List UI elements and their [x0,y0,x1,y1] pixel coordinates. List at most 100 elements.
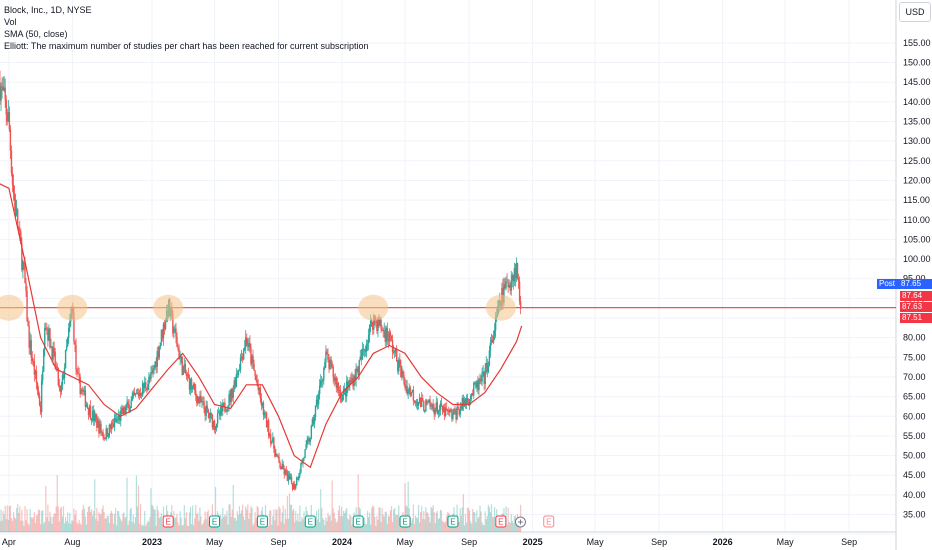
volume-bar [190,523,193,532]
legend-volume[interactable]: Vol [4,17,17,27]
volume-bar [507,507,509,532]
volume-bar [441,520,444,532]
volume-bar [221,518,223,532]
volume-bar [60,506,63,532]
volume-bar [130,507,132,532]
volume-bar [420,511,422,532]
highlight-marker [358,294,389,321]
volume-bar [467,508,470,532]
candle-body [391,339,394,353]
volume-bar [471,523,473,532]
candle-body [236,374,239,376]
volume-bar [224,514,226,532]
volume-bar [129,509,131,532]
y-tick-label: 75.00 [903,352,926,362]
candle-body [192,383,195,386]
candle-body [469,396,472,400]
candle-body [220,406,222,416]
y-tick-label: 145.00 [903,77,931,87]
currency-button[interactable]: USD [899,2,931,22]
candle-body [10,150,13,174]
candle-body [107,436,109,438]
volume-bar [23,525,25,532]
candle-body [96,418,98,428]
candle-body [482,371,484,373]
volume-bar [231,509,233,532]
volume-bar [137,485,140,532]
candle-body [34,370,37,375]
candle-body [130,400,132,408]
earnings-label: E [308,518,313,527]
volume-bar [276,509,278,532]
candle-body [276,453,278,456]
candle-body [243,347,246,350]
candle-body [234,380,237,387]
volume-bar [493,507,496,532]
candle-body [138,392,141,396]
candle-body [56,366,58,368]
volume-bar [127,524,129,532]
volume-bar [369,512,371,532]
candle-body [174,328,176,333]
volume-bar [410,522,412,532]
volume-bar [31,518,33,532]
volume-bar [73,508,75,532]
candle-body [300,463,302,473]
volume-bar [99,513,101,532]
volume-bar [50,516,52,532]
volume-bar [76,522,78,532]
candle-body [133,392,136,396]
candle-body [75,344,77,370]
legend-sma[interactable]: SMA (50, close) [4,29,68,39]
candle-body [428,399,430,403]
candle-body [464,399,467,405]
volume-bar [239,513,242,532]
candle-body [242,349,245,360]
volume-bar [287,518,290,532]
candle-body [238,369,241,371]
volume-bar [79,522,81,532]
candle-body [151,371,153,373]
legend-symbol[interactable]: Block, Inc., 1D, NYSE [4,5,92,15]
volume-bar [96,508,98,532]
volume-bar [33,512,35,532]
volume-bar [203,520,205,532]
candle-body [232,388,234,398]
candle-body [369,320,372,325]
volume-bar [341,516,344,532]
volume-bar [74,514,76,532]
candle-body [459,406,461,415]
volume-bar [183,505,185,532]
volume-bar [339,516,342,532]
candle-body [504,284,506,289]
candle-body [114,418,117,422]
candle-body [440,403,443,406]
volume-bar [233,518,235,532]
volume-bar [187,525,190,532]
candle-body [115,419,118,422]
volume-bar [337,510,340,532]
volume-bar [138,523,141,532]
candle-body [136,392,139,394]
volume-bar [64,517,67,532]
candle-body [160,329,163,343]
candle-body [110,423,113,430]
volume-bar [146,523,148,532]
candle-body [93,410,95,422]
candle-body [329,359,331,369]
candle-body [155,361,157,367]
candle-body [159,342,162,347]
volume-bar [379,507,381,532]
candle-body [465,398,468,405]
candle-body [438,409,441,412]
candle-body [271,441,273,444]
volume-bar [444,522,446,532]
candle-body [223,402,225,404]
volume-bar [232,485,234,532]
volume-bar [153,509,155,532]
candle-body [230,389,232,403]
candle-body [58,385,61,386]
candle-body [45,327,47,329]
candle-body [158,346,161,358]
